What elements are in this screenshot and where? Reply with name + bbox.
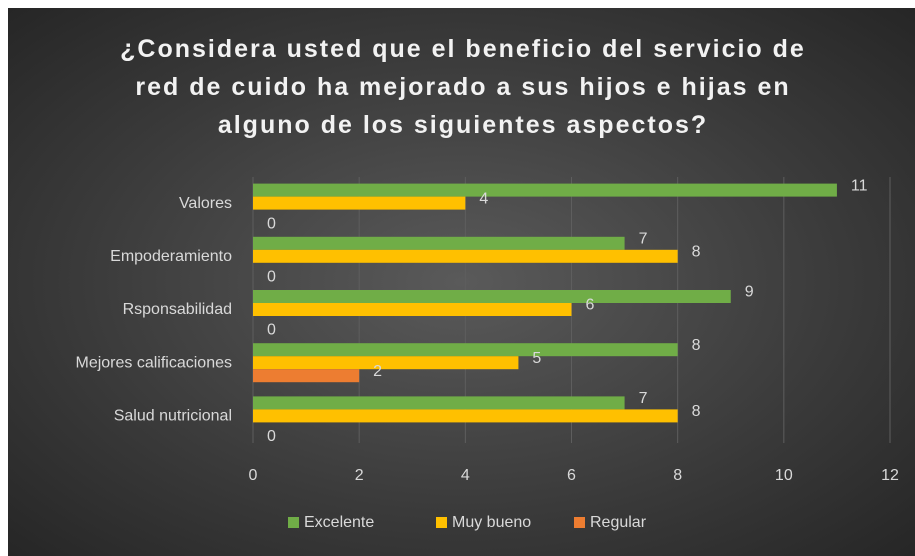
legend-swatch: [288, 517, 299, 528]
data-label: 8: [692, 244, 701, 261]
bar: [253, 303, 572, 316]
y-tick-label: Salud nutricional: [114, 408, 232, 425]
data-label: 0: [267, 322, 276, 339]
y-tick-label: Valores: [179, 195, 232, 212]
legend-swatch: [436, 517, 447, 528]
x-tick-label: 10: [775, 467, 793, 484]
bar: [253, 356, 519, 370]
bar: [253, 196, 466, 210]
y-tick-label: Rsponsabilidad: [123, 301, 232, 318]
chart-title: ¿Considera usted que el beneficio del se…: [120, 35, 806, 139]
y-tick-label: Mejores calificaciones: [75, 354, 232, 371]
bar: [253, 290, 731, 303]
data-label: 5: [532, 350, 541, 367]
data-label: 11: [851, 177, 868, 194]
data-label: 0: [267, 215, 276, 232]
legend-label: Excelente: [304, 514, 374, 531]
x-tick-label: 0: [249, 467, 258, 484]
data-label: 7: [639, 390, 648, 407]
bar: [253, 409, 678, 423]
legend-swatch: [574, 517, 585, 528]
legend-label: Regular: [590, 514, 647, 531]
data-label: 0: [267, 428, 276, 445]
data-label: 7: [639, 231, 648, 248]
x-tick-label: 4: [461, 467, 470, 484]
bar: [253, 369, 360, 383]
y-tick-label: Empoderamiento: [110, 248, 232, 265]
bar: [253, 183, 837, 197]
chart-background: ¿Considera usted que el beneficio del se…: [8, 8, 915, 556]
data-label: 2: [373, 363, 382, 380]
data-label: 0: [267, 269, 276, 286]
x-tick-label: 8: [673, 467, 682, 484]
x-tick-label: 2: [355, 467, 364, 484]
data-label: 4: [479, 190, 488, 207]
legend-label: Muy bueno: [452, 514, 531, 531]
bar: [253, 249, 678, 263]
bar: [253, 396, 625, 410]
bar: [253, 236, 625, 250]
data-label: 8: [692, 337, 701, 354]
x-tick-label: 12: [881, 467, 899, 484]
data-label: 9: [745, 284, 754, 301]
bar: [253, 343, 678, 357]
x-tick-label: 6: [567, 467, 576, 484]
data-label: 8: [692, 403, 701, 420]
data-label: 6: [586, 297, 595, 314]
